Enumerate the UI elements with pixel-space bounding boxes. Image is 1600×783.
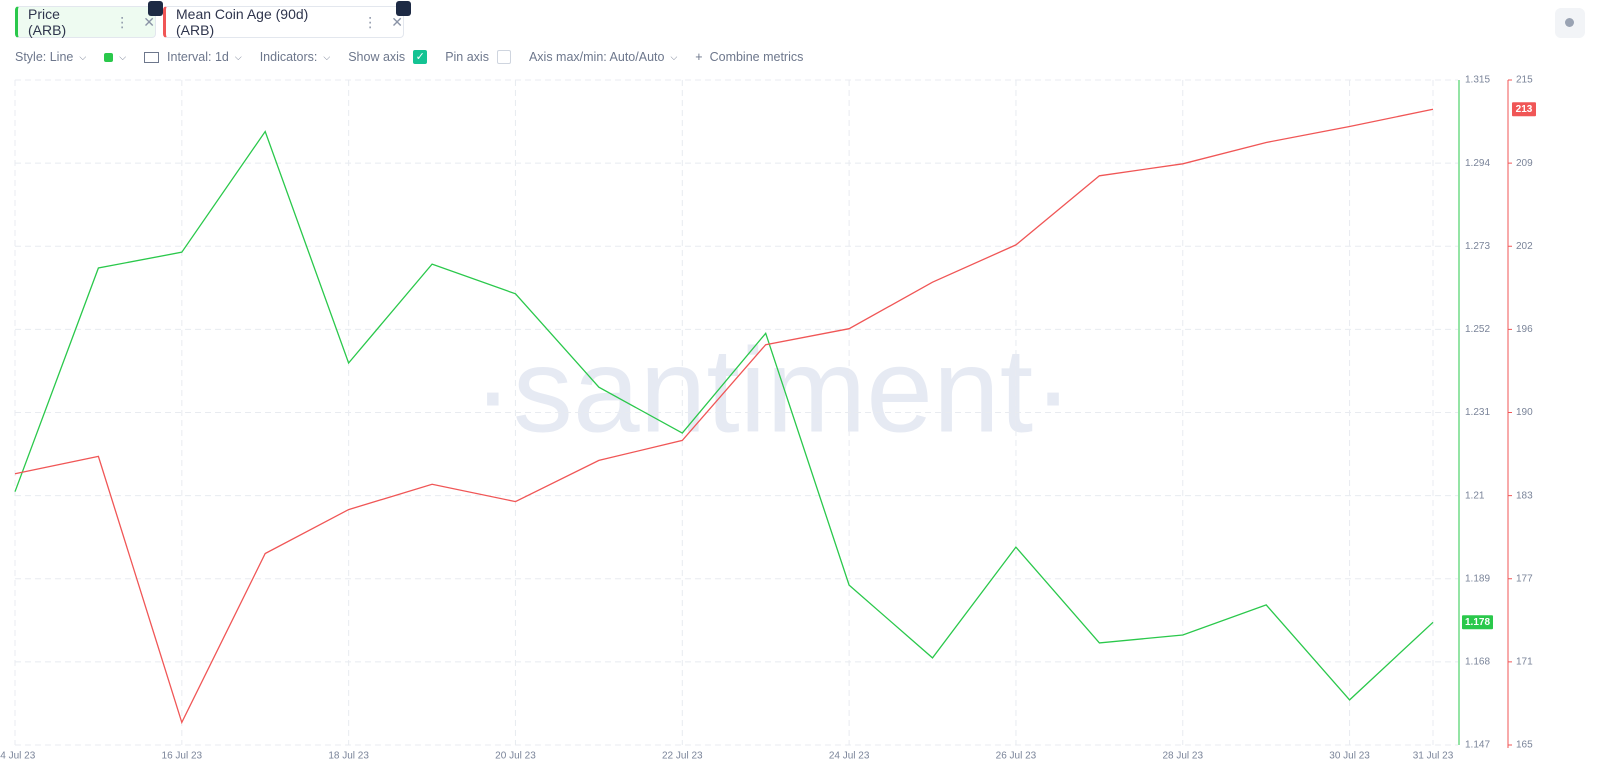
y-tick-label: 1.315 bbox=[1465, 75, 1490, 86]
tab-label: Mean Coin Age (90d) (ARB) bbox=[176, 6, 309, 38]
last-value-badge bbox=[1512, 102, 1536, 117]
interval-select[interactable]: Interval: 1d ⌵ bbox=[144, 50, 242, 64]
label: Style: Line bbox=[15, 50, 74, 64]
x-tick-label: 18 Jul 23 bbox=[328, 751, 369, 762]
y-tick-label: 1.273 bbox=[1465, 241, 1490, 252]
label: Show axis bbox=[348, 50, 406, 64]
menu-icon[interactable]: ⋮ bbox=[115, 13, 130, 30]
y-tick-label: 1.294 bbox=[1465, 158, 1490, 169]
style-select[interactable]: Style: Line ⌵ bbox=[15, 50, 87, 64]
y-tick-label: 1.189 bbox=[1465, 573, 1490, 584]
y-tick-label: 1.21 bbox=[1465, 490, 1485, 501]
icon bbox=[1565, 18, 1574, 27]
label: Axis max/min: Auto/Auto bbox=[528, 50, 665, 64]
color-select[interactable]: ⌵ bbox=[104, 52, 126, 63]
series-line bbox=[14, 130, 1434, 701]
menu-icon[interactable]: ⋮ bbox=[363, 13, 378, 30]
x-tick-label: 30 Jul 23 bbox=[1329, 751, 1370, 762]
y2-tick-label: 183 bbox=[1516, 490, 1533, 501]
metric-tab[interactable]: Mean Coin Age (90d) (ARB) ⋮ ✕ bbox=[163, 1, 411, 38]
label: Combine metrics bbox=[709, 50, 804, 64]
series-line bbox=[14, 108, 1434, 725]
y2-tick-label: 177 bbox=[1516, 573, 1533, 584]
checkbox[interactable] bbox=[496, 50, 511, 64]
close-icon[interactable]: ✕ bbox=[143, 13, 155, 30]
pin-axis[interactable]: Pin axis bbox=[445, 50, 511, 64]
x-tick-label: 24 Jul 23 bbox=[829, 751, 870, 762]
watermark: ·santiment· bbox=[473, 324, 1073, 458]
combine-button[interactable]: + Combine metrics bbox=[695, 50, 804, 64]
y-tick-label: 1.231 bbox=[1465, 407, 1490, 418]
settings-button[interactable] bbox=[1555, 8, 1585, 38]
swatch bbox=[104, 52, 114, 62]
x-tick-label: 22 Jul 23 bbox=[662, 751, 703, 762]
y2-tick-label: 190 bbox=[1516, 407, 1533, 418]
y2-tick-label: 165 bbox=[1516, 740, 1533, 751]
x-tick-label: 20 Jul 23 bbox=[495, 751, 536, 762]
label: Indicators: bbox=[259, 50, 318, 64]
metric-tab[interactable]: Price (ARB) ⋮ ✕ bbox=[15, 1, 163, 38]
label: Interval: 1d bbox=[167, 50, 229, 64]
y2-tick-label: 215 bbox=[1516, 75, 1533, 86]
y2-tick-label: 171 bbox=[1516, 657, 1533, 668]
y2-tick-label: 196 bbox=[1516, 324, 1533, 335]
indicators-select[interactable]: Indicators: ⌵ bbox=[259, 50, 331, 64]
badge bbox=[396, 1, 411, 16]
x-tick-label: 16 Jul 23 bbox=[162, 751, 203, 762]
y-tick-label: 1.147 bbox=[1465, 740, 1490, 751]
y2-tick-label: 209 bbox=[1516, 158, 1533, 169]
y-tick-label: 1.252 bbox=[1465, 324, 1490, 335]
icon bbox=[144, 51, 160, 63]
checkbox[interactable]: ✓ bbox=[413, 50, 428, 64]
show-axis[interactable]: Show axis ✓ bbox=[348, 50, 428, 64]
label: Pin axis bbox=[445, 50, 489, 64]
axis-range-select[interactable]: Axis max/min: Auto/Auto ⌵ bbox=[528, 50, 678, 64]
toolbar: Style: Line ⌵ ⌵ Interval: 1d ⌵ Indicators:… bbox=[15, 50, 821, 64]
close-icon[interactable]: ✕ bbox=[391, 13, 403, 30]
badge bbox=[148, 1, 163, 16]
x-tick-label: 31 Jul 23 bbox=[1413, 751, 1454, 762]
x-tick-label: 14 Jul 23 bbox=[0, 751, 36, 762]
x-tick-label: 28 Jul 23 bbox=[1162, 751, 1203, 762]
last-value-badge bbox=[1462, 615, 1493, 630]
y-tick-label: 1.168 bbox=[1465, 657, 1490, 668]
x-tick-label: 26 Jul 23 bbox=[996, 751, 1037, 762]
tab-label: Price (ARB) bbox=[28, 6, 67, 38]
last-value-label: 1.178 bbox=[1465, 617, 1490, 628]
y2-tick-label: 202 bbox=[1516, 241, 1533, 252]
last-value-label: 213 bbox=[1516, 104, 1533, 115]
